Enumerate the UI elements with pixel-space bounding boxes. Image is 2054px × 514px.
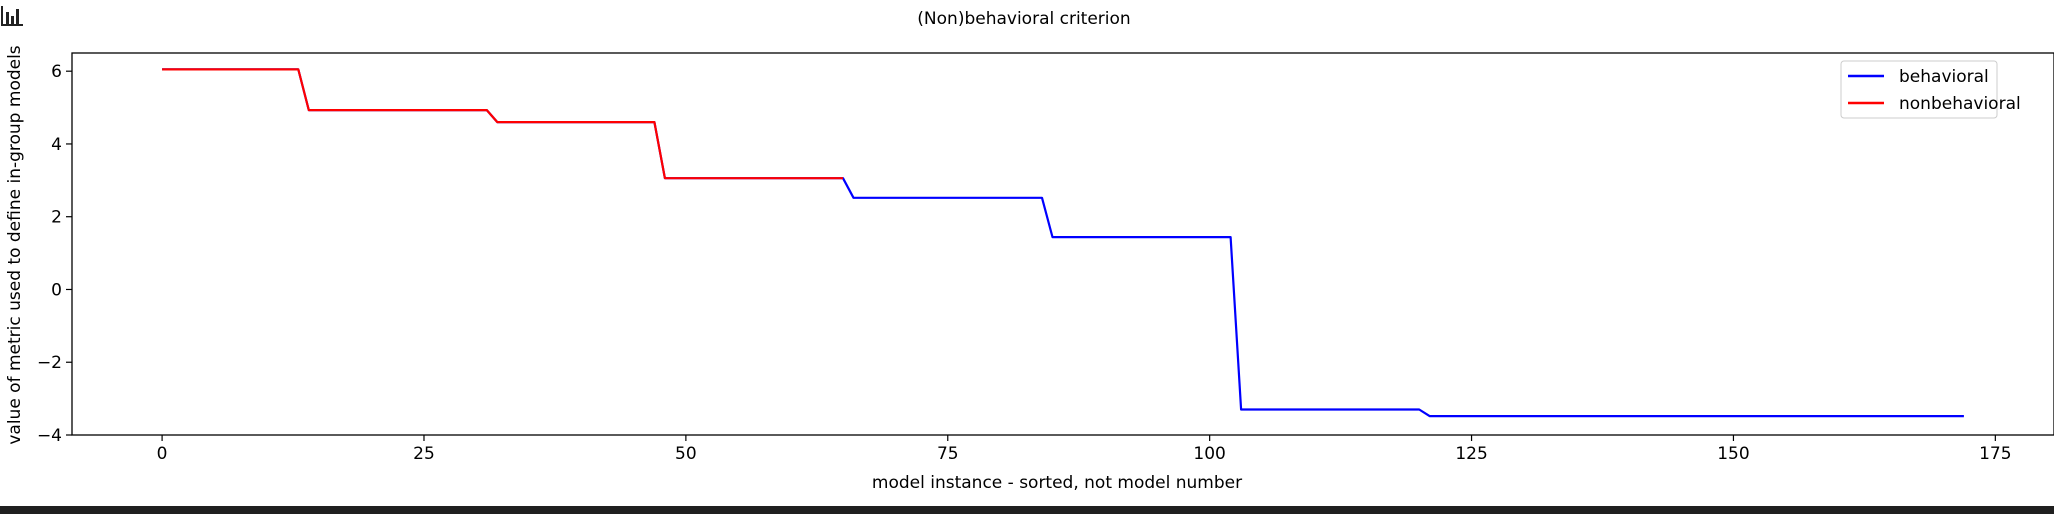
y-axis: −4 −2 0 2 4 6 (37, 62, 72, 446)
x-tick-label: 150 (1717, 444, 1749, 464)
x-axis: 0 25 50 75 100 125 150 175 (157, 435, 2012, 464)
y-axis-label: value of metric used to define in-group … (5, 45, 25, 444)
chart-title: (Non)behavioral criterion (917, 9, 1130, 29)
x-tick-label: 125 (1455, 444, 1487, 464)
y-tick-label: −4 (37, 426, 62, 446)
y-tick-label: 2 (51, 208, 62, 228)
y-tick-label: 4 (51, 135, 62, 155)
plot-area: 0 25 50 75 100 125 150 175 −4 −2 0 2 4 6 (37, 52, 2054, 464)
legend-label-nonbehavioral: nonbehavioral (1899, 94, 2021, 114)
plot-frame (71, 52, 2054, 436)
series-lines (162, 68, 1964, 418)
x-tick-label: 75 (937, 444, 959, 464)
y-tick-label: 0 (51, 280, 62, 300)
series-line-nonbehavioral (162, 68, 843, 180)
series-line-behavioral (162, 68, 1964, 418)
legend-label-behavioral: behavioral (1899, 67, 1989, 87)
x-tick-label: 175 (1979, 444, 2011, 464)
x-tick-label: 25 (413, 444, 435, 464)
x-tick-label: 50 (675, 444, 697, 464)
x-axis-label: model instance - sorted, not model numbe… (872, 473, 1242, 493)
legend: behavioral nonbehavioral (1840, 60, 2021, 119)
y-tick-label: −2 (37, 353, 62, 373)
bottom-bar (0, 506, 2054, 514)
bar-chart-icon[interactable] (0, 4, 24, 28)
x-tick-label: 0 (157, 444, 168, 464)
y-tick-label: 6 (51, 62, 62, 82)
x-tick-label: 100 (1193, 444, 1225, 464)
